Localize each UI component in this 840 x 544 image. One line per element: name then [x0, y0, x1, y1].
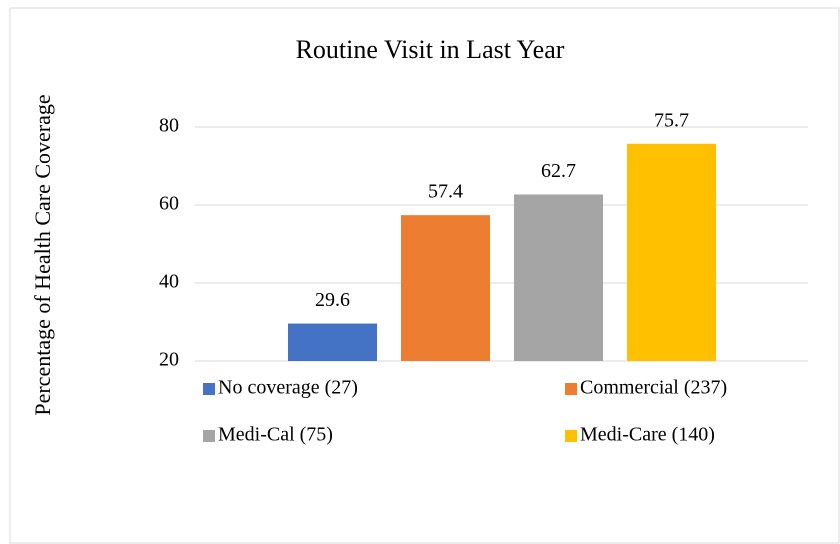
bar [627, 143, 716, 361]
legend-label: Commercial (237) [580, 377, 727, 399]
legend-swatch [203, 383, 215, 395]
data-label: 75.7 [654, 109, 689, 131]
y-tick-label: 80 [159, 115, 179, 137]
data-label: 62.7 [541, 160, 576, 182]
legend-label: Medi-Cal (75) [218, 424, 333, 446]
legend-label: Medi-Care (140) [580, 424, 715, 446]
data-label: 29.6 [315, 289, 350, 311]
y-tick-label: 20 [159, 349, 179, 371]
y-axis-label: Percentage of Health Care Coverage [30, 94, 55, 415]
legend-swatch [565, 430, 577, 442]
chart-title: Routine Visit in Last Year [296, 35, 565, 64]
bar [288, 323, 377, 361]
legend-swatch [565, 383, 577, 395]
data-label: 57.4 [428, 181, 463, 203]
bar [514, 194, 603, 361]
y-tick-label: 40 [159, 271, 179, 293]
legend-label: No coverage (27) [218, 377, 358, 399]
y-tick-label: 60 [159, 193, 179, 215]
bar [401, 215, 490, 361]
legend-swatch [203, 430, 215, 442]
